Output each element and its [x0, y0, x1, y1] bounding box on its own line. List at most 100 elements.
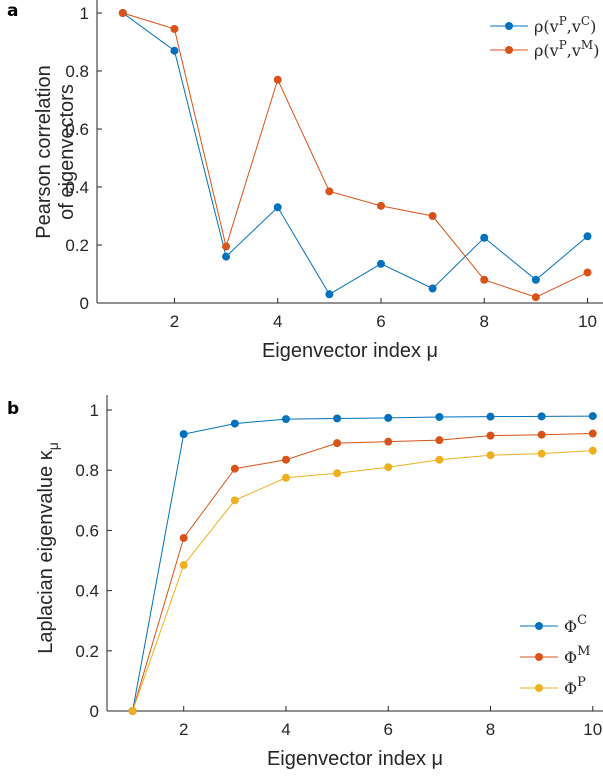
- y-tick-label: 1: [90, 401, 99, 420]
- x-tick-label: 6: [384, 720, 393, 739]
- data-point: [333, 414, 342, 423]
- panel-b-x-label: Eigenvector index μ: [267, 748, 443, 770]
- data-point: [376, 259, 385, 268]
- data-point: [281, 473, 290, 482]
- data-point: [537, 449, 546, 458]
- panel-b-letter: b: [7, 399, 19, 419]
- data-point: [486, 431, 495, 440]
- data-point: [583, 232, 592, 241]
- legend-marker: [505, 22, 513, 30]
- data-point: [230, 464, 239, 473]
- panel-b-y-label-sub: μ: [45, 442, 61, 450]
- panel-b-x-ticks: 2 4 6 8 10: [179, 706, 602, 739]
- x-tick-label: 2: [179, 720, 188, 739]
- data-point: [170, 24, 179, 33]
- x-tick-label: 4: [281, 720, 290, 739]
- y-tick-label: 1: [80, 4, 89, 23]
- data-point: [435, 412, 444, 421]
- y-tick-label: 0.4: [75, 582, 99, 601]
- panel-a-y-ticks: 0 0.2 0.4 0.6 0.8 1: [65, 4, 102, 313]
- legend-entry: ΦM: [564, 644, 590, 667]
- legend-marker: [535, 653, 543, 661]
- data-point: [273, 75, 282, 84]
- y-tick-label: 0.2: [75, 642, 99, 661]
- data-point: [222, 252, 231, 261]
- series-line: [122, 12, 588, 298]
- data-point: [486, 451, 495, 460]
- data-point: [118, 9, 127, 17]
- x-tick-label: 2: [170, 312, 179, 331]
- y-tick-label: 0.2: [65, 236, 89, 255]
- y-tick-label: 0.6: [75, 521, 99, 540]
- data-point: [179, 561, 188, 570]
- panel-a-y-label-line1: Pearson correlation: [33, 65, 55, 238]
- data-point: [583, 268, 592, 277]
- y-tick-label: 0.8: [65, 62, 89, 81]
- data-point: [428, 212, 437, 220]
- legend-marker: [535, 622, 543, 630]
- series-line: [132, 415, 593, 712]
- x-tick-label: 4: [273, 312, 282, 331]
- data-point: [222, 242, 231, 251]
- panel-b-y-label: Laplacian eigenvalue κμ: [35, 442, 61, 654]
- panel-a-letter: a: [7, 1, 18, 21]
- data-point: [435, 436, 444, 445]
- x-tick-label: 10: [578, 312, 597, 331]
- data-point: [480, 275, 489, 284]
- data-point: [537, 430, 546, 439]
- panel-a-axes: [96, 0, 603, 304]
- data-point: [588, 429, 597, 438]
- series-line: [122, 12, 588, 295]
- data-point: [170, 46, 179, 55]
- x-tick-label: 8: [480, 312, 489, 331]
- panel-a-series: [118, 9, 592, 302]
- x-tick-label: 8: [486, 720, 495, 739]
- data-point: [333, 469, 342, 478]
- legend-entry: ΦC: [564, 613, 587, 636]
- panel-b-legend: ΦC ΦM ΦP: [520, 613, 590, 698]
- y-tick-label: 0.8: [75, 461, 99, 480]
- data-point: [531, 293, 540, 302]
- data-point: [384, 437, 393, 446]
- y-tick-label: 0: [80, 294, 89, 313]
- data-point: [281, 455, 290, 464]
- data-point: [531, 275, 540, 284]
- panel-a-legend: ρ(vP,vC)ρ(vP,vM): [490, 14, 599, 60]
- panel-a: a 2 4 6 8 10 0 0.2 0.4 0.6 0.8 1 Eigenvector inde…: [7, 0, 603, 362]
- x-tick-label: 6: [376, 312, 385, 331]
- legend-entry: ΦP: [564, 675, 586, 698]
- x-tick-label: 10: [583, 720, 602, 739]
- series-line: [132, 450, 593, 712]
- legend-marker: [505, 46, 513, 54]
- data-point: [333, 439, 342, 448]
- data-point: [384, 413, 393, 422]
- data-point: [230, 496, 239, 505]
- panel-b: b 2 4 6 8 10 0 0.2 0.4 0.6 0.8 1 Eigenvector inde…: [7, 395, 603, 770]
- panel-b-y-label-main: Laplacian eigenvalue κ: [35, 449, 57, 653]
- series-line: [132, 433, 593, 712]
- data-point: [376, 201, 385, 210]
- data-point: [537, 412, 546, 421]
- data-point: [325, 187, 334, 196]
- data-point: [428, 284, 437, 293]
- data-point: [179, 533, 188, 542]
- data-point: [588, 412, 597, 421]
- legend-entry: ρ(vP,vC): [534, 14, 596, 36]
- y-tick-label: 0.4: [65, 178, 89, 197]
- data-point: [281, 415, 290, 424]
- data-point: [128, 707, 137, 715]
- data-point: [435, 455, 444, 464]
- y-tick-label: 0: [90, 702, 99, 721]
- legend-marker: [535, 684, 543, 692]
- data-point: [480, 233, 489, 242]
- y-tick-label: 0.6: [65, 120, 89, 139]
- data-point: [588, 446, 597, 455]
- data-point: [230, 419, 239, 428]
- panel-a-x-ticks: 2 4 6 8 10: [170, 298, 597, 331]
- data-point: [384, 463, 393, 472]
- panel-b-series: [128, 412, 597, 715]
- panel-a-y-label-line2: of eigenvectors: [56, 84, 78, 220]
- panel-b-y-ticks: 0 0.2 0.4 0.6 0.8 1: [75, 401, 112, 721]
- data-point: [325, 290, 334, 299]
